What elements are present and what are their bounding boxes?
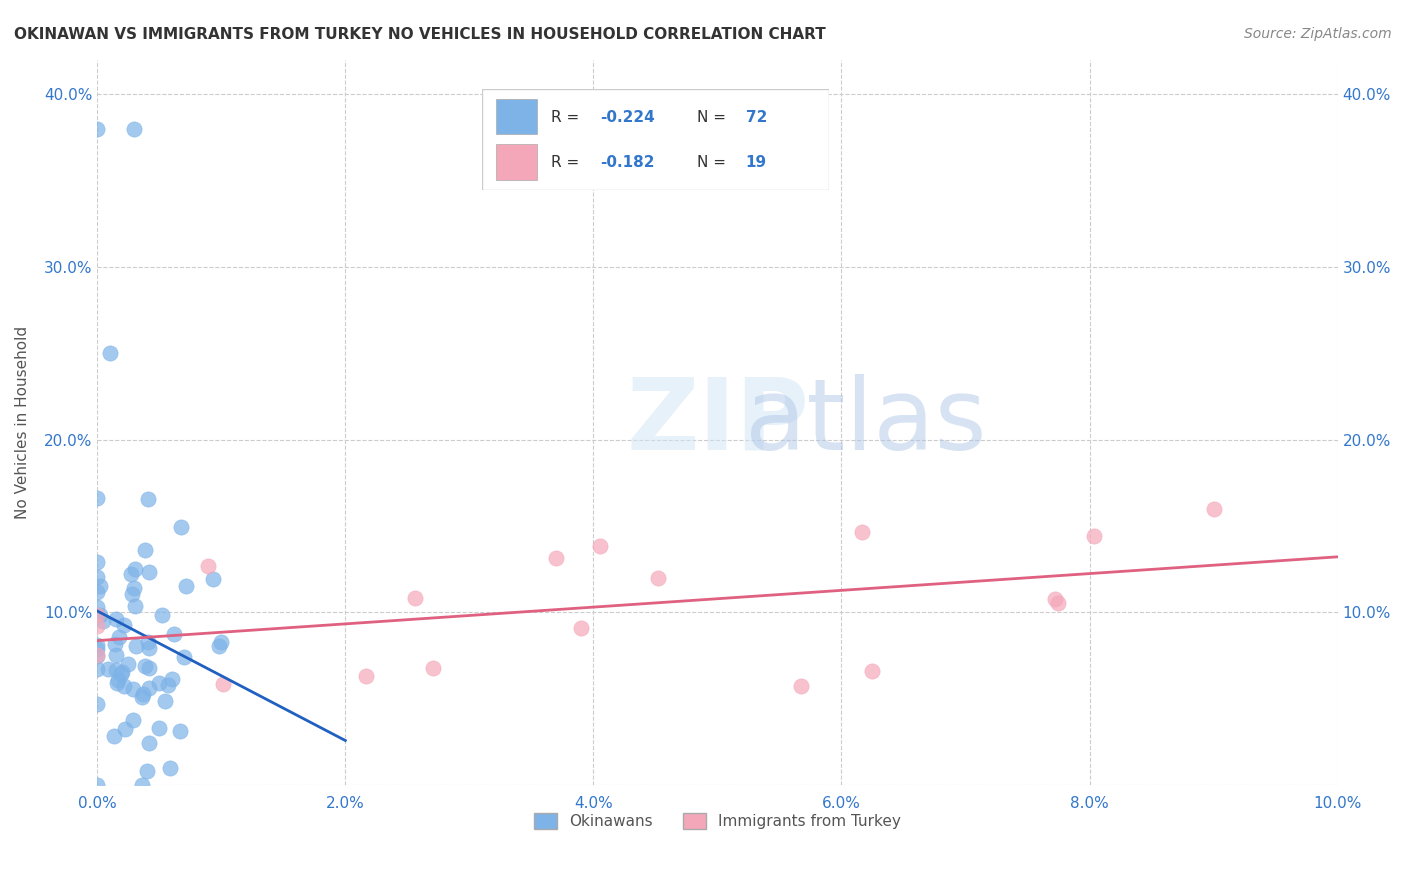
Point bbox=[163, 627, 186, 641]
Point bbox=[150, 607, 173, 622]
Point bbox=[107, 673, 129, 688]
Point bbox=[202, 572, 225, 586]
Point bbox=[159, 761, 181, 775]
Point bbox=[404, 591, 426, 605]
Point bbox=[546, 550, 568, 565]
Point bbox=[1047, 596, 1070, 610]
Y-axis label: No Vehicles in Household: No Vehicles in Household bbox=[15, 326, 30, 519]
Point bbox=[122, 581, 145, 595]
Point bbox=[91, 615, 114, 629]
Text: atlas: atlas bbox=[745, 374, 987, 471]
Point bbox=[571, 621, 593, 635]
Point bbox=[160, 672, 183, 686]
Point bbox=[112, 618, 135, 632]
Point bbox=[647, 571, 669, 585]
Legend: Okinawans, Immigrants from Turkey: Okinawans, Immigrants from Turkey bbox=[527, 807, 907, 836]
Point bbox=[851, 525, 873, 540]
Point bbox=[208, 639, 231, 653]
Point bbox=[124, 121, 146, 136]
Point bbox=[86, 121, 108, 136]
Point bbox=[120, 566, 142, 581]
Point bbox=[122, 682, 145, 697]
Point bbox=[422, 661, 444, 675]
Point bbox=[138, 681, 160, 695]
Point bbox=[104, 637, 127, 651]
Point bbox=[156, 677, 179, 691]
Point bbox=[114, 679, 136, 693]
Text: OKINAWAN VS IMMIGRANTS FROM TURKEY NO VEHICLES IN HOUSEHOLD CORRELATION CHART: OKINAWAN VS IMMIGRANTS FROM TURKEY NO VE… bbox=[14, 27, 825, 42]
Point bbox=[153, 694, 176, 708]
Point bbox=[97, 661, 120, 675]
Point bbox=[108, 630, 131, 644]
Point bbox=[124, 561, 146, 575]
Point bbox=[589, 539, 612, 553]
Point bbox=[117, 657, 139, 671]
Point bbox=[86, 778, 108, 792]
Text: ZIP: ZIP bbox=[626, 374, 808, 471]
Point bbox=[138, 641, 160, 656]
Point bbox=[122, 713, 145, 727]
Point bbox=[138, 565, 160, 579]
Point bbox=[860, 665, 883, 679]
Point bbox=[121, 586, 143, 600]
Point bbox=[790, 679, 813, 693]
Point bbox=[148, 676, 170, 690]
Point bbox=[86, 662, 108, 676]
Point bbox=[197, 559, 219, 574]
Point bbox=[86, 491, 108, 505]
Point bbox=[114, 722, 136, 736]
Point bbox=[138, 635, 160, 649]
Point bbox=[86, 585, 108, 599]
Point bbox=[1083, 529, 1105, 543]
Point bbox=[209, 635, 232, 649]
Point bbox=[138, 660, 160, 674]
Text: Source: ZipAtlas.com: Source: ZipAtlas.com bbox=[1244, 27, 1392, 41]
Point bbox=[105, 611, 128, 625]
Point bbox=[132, 688, 155, 702]
Point bbox=[105, 675, 128, 690]
Point bbox=[124, 599, 146, 613]
Point bbox=[86, 555, 108, 569]
Point bbox=[105, 648, 128, 662]
Point bbox=[174, 579, 197, 593]
Point bbox=[173, 650, 195, 665]
Point bbox=[111, 665, 134, 679]
Point bbox=[136, 764, 159, 778]
Point bbox=[212, 677, 235, 691]
Point bbox=[86, 607, 108, 622]
Point bbox=[104, 663, 127, 677]
Point bbox=[86, 648, 108, 662]
Point bbox=[110, 667, 132, 681]
Point bbox=[169, 723, 191, 738]
Point bbox=[86, 639, 108, 653]
Point bbox=[86, 618, 108, 632]
Point bbox=[1202, 501, 1225, 516]
Point bbox=[89, 608, 111, 623]
Point bbox=[354, 669, 377, 683]
Point bbox=[1043, 592, 1066, 607]
Point bbox=[134, 542, 156, 557]
Point bbox=[148, 721, 170, 735]
Point bbox=[103, 730, 125, 744]
Point bbox=[170, 520, 193, 534]
Point bbox=[131, 690, 153, 705]
Point bbox=[86, 642, 108, 657]
Point bbox=[125, 639, 148, 653]
Point bbox=[86, 649, 108, 664]
Point bbox=[131, 778, 153, 792]
Point bbox=[138, 736, 160, 750]
Point bbox=[86, 600, 108, 615]
Point bbox=[98, 346, 121, 360]
Point bbox=[89, 579, 111, 593]
Point bbox=[134, 659, 156, 673]
Point bbox=[136, 491, 159, 506]
Point bbox=[86, 697, 108, 711]
Point bbox=[86, 570, 108, 584]
